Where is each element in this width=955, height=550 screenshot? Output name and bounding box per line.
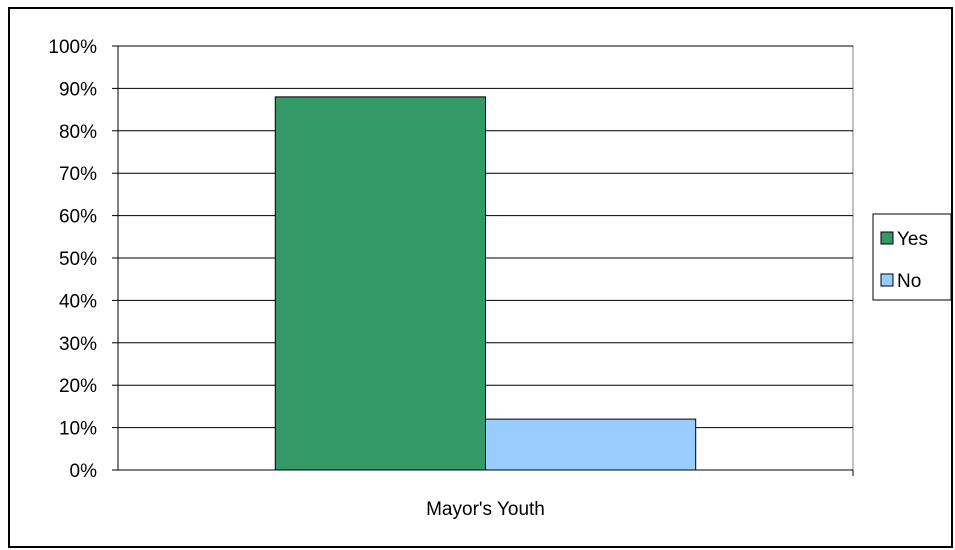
y-tick-label: 90% bbox=[59, 79, 97, 100]
y-tick-label: 30% bbox=[59, 334, 97, 355]
y-tick-label: 40% bbox=[59, 291, 97, 312]
y-tick-label: 50% bbox=[59, 249, 97, 270]
legend-swatch-no bbox=[880, 273, 894, 287]
y-tick-label: 20% bbox=[59, 376, 97, 397]
legend: Yes No bbox=[872, 213, 952, 301]
y-tick-label: 60% bbox=[59, 207, 97, 228]
y-tick-label: 10% bbox=[59, 419, 97, 440]
x-tick-label: Mayor's Youth bbox=[426, 499, 545, 520]
bars bbox=[274, 96, 697, 471]
axes: 0% 10% 20% 30% 40% 50% 60% 70% 80% 90% 100% Mayor's… bbox=[48, 37, 854, 520]
bar-yes bbox=[274, 96, 487, 471]
y-tick-label: 70% bbox=[59, 164, 97, 185]
y-tick-label: 100% bbox=[48, 37, 97, 58]
y-tick-label: 0% bbox=[70, 461, 98, 482]
y-tick-label: 80% bbox=[59, 122, 97, 143]
legend-swatch-yes bbox=[880, 231, 894, 245]
bar-no bbox=[485, 418, 697, 471]
legend-label-no: No bbox=[897, 271, 921, 292]
legend-label-yes: Yes bbox=[897, 229, 928, 250]
